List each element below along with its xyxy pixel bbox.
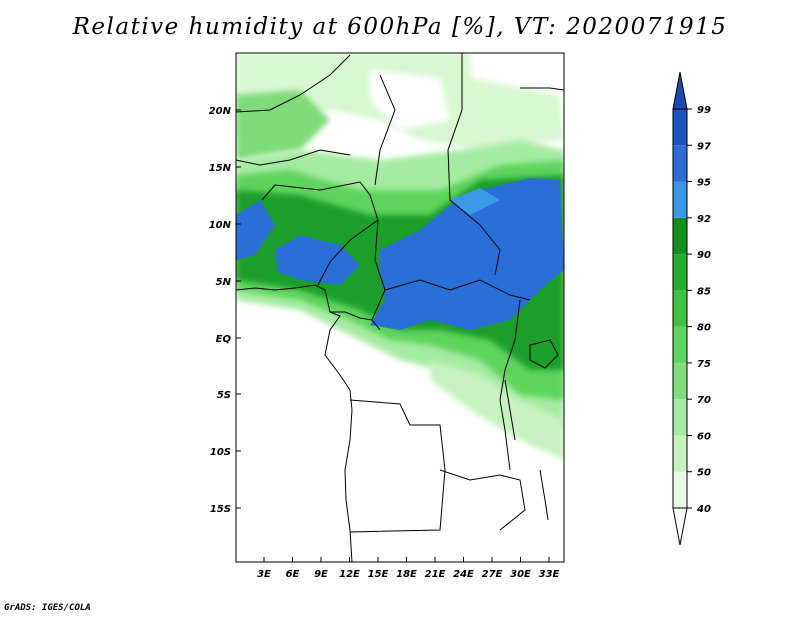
lat-label: 20N: [209, 106, 232, 117]
lake-malawi: [539, 469, 549, 521]
lon-label: 24E: [453, 569, 474, 580]
lon-label: 18E: [396, 569, 417, 580]
colorbar-bin: [673, 181, 687, 218]
lon-label: 33E: [539, 569, 560, 580]
colorbar-label: 70: [697, 395, 711, 406]
colorbar-label: 95: [697, 178, 711, 189]
lat-label: EQ: [216, 334, 232, 345]
lon-label: 30E: [510, 569, 531, 580]
grads-credit: GrADS: IGES/COLA: [4, 603, 91, 613]
country-borders: [236, 53, 564, 562]
border-car-drc: [384, 279, 531, 301]
lat-label: 10N: [209, 220, 232, 231]
field-blue-sw: [236, 200, 275, 260]
field-blue-light: [450, 188, 500, 215]
field-blue-core-west: [275, 235, 360, 285]
border-chad-sudan: [447, 53, 501, 276]
colorbar-label: 90: [697, 250, 711, 261]
colorbar-high-arrow: [672, 71, 688, 110]
colorbar-bin: [673, 471, 687, 508]
colorbar-label: 99: [697, 105, 711, 116]
colorbar-bin: [673, 399, 687, 436]
border-horn: [520, 87, 564, 91]
lat-label: 15S: [210, 504, 231, 515]
colorbar-bin: [673, 217, 687, 255]
colorbar-bin: [673, 254, 687, 291]
lon-label: 3E: [257, 569, 271, 580]
colorbar-label: 75: [697, 359, 711, 370]
coastline-west: [236, 284, 353, 562]
map-title: Relative humidity at 600hPa [%], VT: 202…: [72, 14, 728, 40]
colorbar-label: 50: [697, 468, 711, 479]
lon-label: 15E: [368, 569, 389, 580]
colorbar-label: 85: [697, 286, 711, 297]
colorbar-bin: [673, 290, 687, 327]
lon-label: 12E: [339, 569, 360, 580]
field-blue-core-east: [370, 178, 564, 330]
lat-label: 5S: [217, 390, 231, 401]
colorbar-bin: [673, 435, 687, 472]
field-northwest-green: [236, 90, 330, 160]
field-sahara-white: [370, 70, 450, 130]
border-nigeria: [261, 181, 379, 286]
colorbar: 40 50 60 70 75 80 85 90 92 95 97 99: [672, 71, 711, 546]
lon-label: 21E: [425, 569, 446, 580]
humidity-field: [236, 53, 564, 460]
longitude-axis: 3E 6E 9E 12E 15E 18E 21E 24E 27E 30E 33E: [257, 557, 560, 580]
lat-label: 5N: [216, 277, 232, 288]
border-angola: [349, 399, 446, 533]
border-algeria-niger: [236, 54, 351, 113]
field-south-fade: [430, 360, 564, 460]
colorbar-label: 92: [697, 214, 711, 225]
colorbar-bin: [673, 326, 687, 363]
lake-victoria: [529, 339, 559, 369]
lon-label: 27E: [482, 569, 503, 580]
map-frame: [235, 52, 565, 563]
colorbar-label: 80: [697, 323, 711, 334]
lon-label: 6E: [286, 569, 300, 580]
border-libya-chad: [374, 74, 396, 186]
lat-label: 10S: [210, 447, 231, 458]
border-gabon: [330, 311, 373, 321]
colorbar-label: 60: [697, 431, 711, 442]
colorbar-low-arrow: [672, 507, 688, 546]
lat-label: 15N: [209, 163, 232, 174]
colorbar-bin: [673, 109, 687, 146]
colorbar-label: 40: [696, 504, 711, 515]
border-sahel: [236, 149, 351, 166]
colorbar-label: 97: [697, 141, 711, 152]
lon-label: 9E: [314, 569, 328, 580]
lake-tanganyika: [504, 379, 516, 441]
colorbar-bin: [673, 145, 687, 182]
colorbar-bin: [673, 362, 687, 400]
latitude-axis: 20N 15N 10N 5N EQ 5S 10S 15S: [209, 106, 241, 515]
border-zambia: [439, 469, 526, 531]
border-drc-east: [499, 299, 521, 471]
